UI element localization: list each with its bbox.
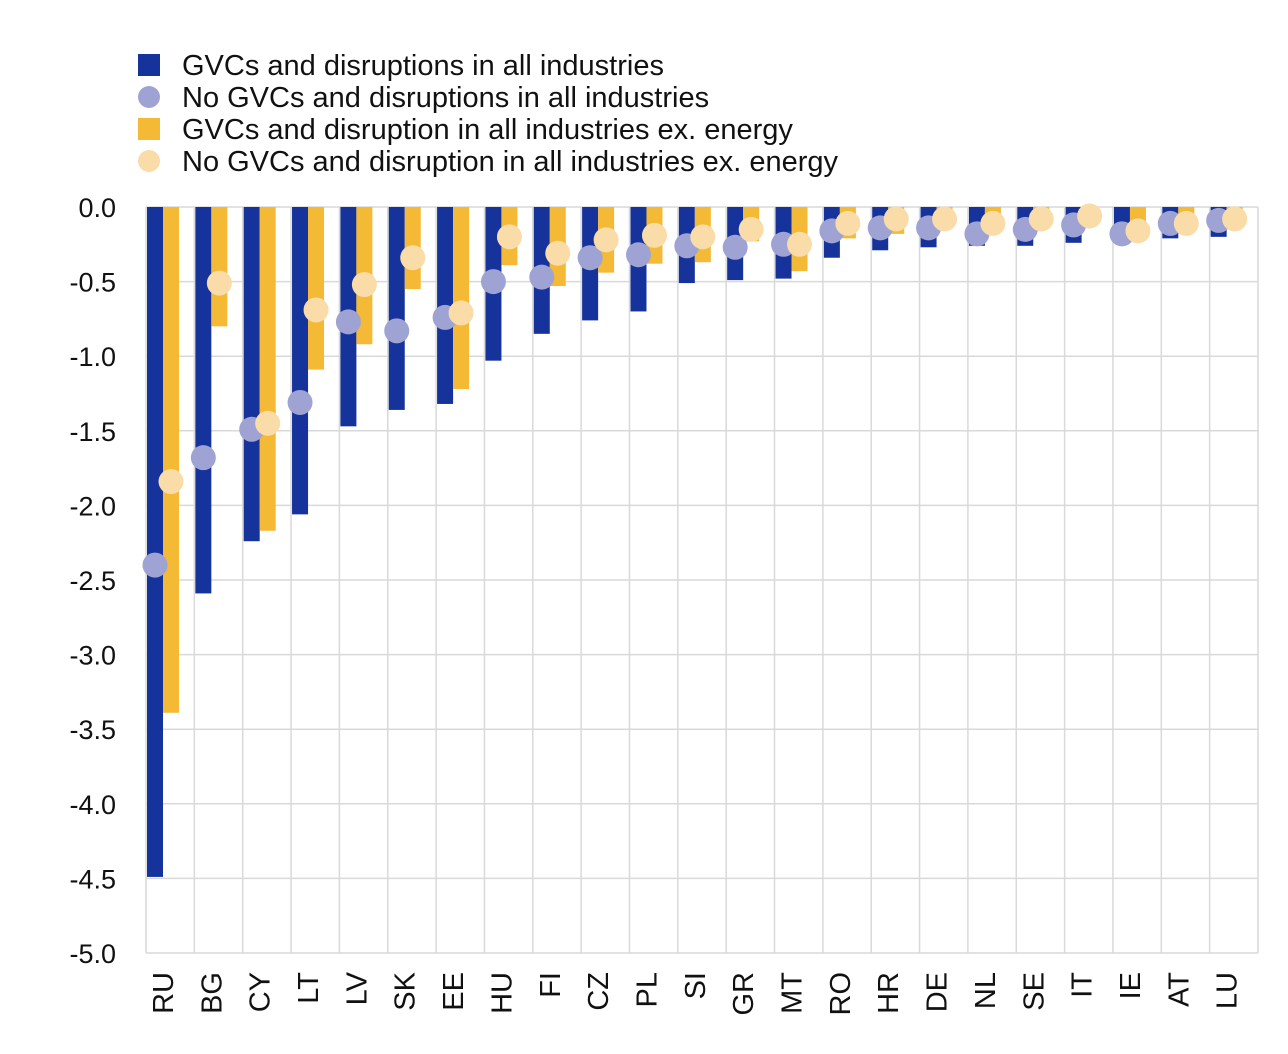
dot-nogvc-exenergy-CY (255, 410, 281, 436)
dot-nogvc-all-PL (625, 242, 651, 268)
dot-nogvc-exenergy-EE (448, 300, 474, 326)
dot-nogvc-exenergy-RU (158, 469, 184, 495)
dot-nogvc-exenergy-SI (690, 224, 716, 250)
legend-label-gvc-exenergy: GVCs and disruption in all industries ex… (182, 114, 793, 146)
x-category-label: SI (680, 972, 712, 999)
dot-nogvc-exenergy-HR (883, 206, 909, 232)
x-category-label: HR (873, 972, 905, 1014)
dot-nogvc-exenergy-AT (1173, 210, 1199, 236)
dot-nogvc-exenergy-CZ (593, 227, 619, 253)
dot-nogvc-all-RU (142, 552, 168, 578)
dot-nogvc-exenergy-FI (545, 240, 571, 266)
bar-gvc-exenergy-RU (163, 207, 179, 713)
y-tick-label: 0.0 (78, 193, 116, 223)
dot-nogvc-exenergy-IT (1077, 203, 1103, 229)
legend-swatch-nogvc-exenergy (138, 150, 160, 172)
x-category-label: BG (196, 972, 228, 1014)
dot-nogvc-exenergy-SK (400, 245, 426, 271)
dot-nogvc-exenergy-RO (835, 210, 861, 236)
x-category-label: NL (970, 972, 1002, 1009)
bar-gvc-all-CY (243, 207, 260, 542)
dot-nogvc-all-BG (190, 445, 216, 471)
x-axis-category-labels: RU BG CY LT LV SK EE HU FI CZ PL SI GR MT RO HR DE NL SE IT… (148, 971, 1244, 1015)
dot-nogvc-exenergy-BG (206, 270, 232, 296)
dot-nogvc-exenergy-NL (980, 210, 1006, 236)
dots (142, 203, 1248, 578)
y-tick-label: -0.5 (69, 268, 116, 298)
legend-label-gvc-all: GVCs and disruptions in all industries (182, 50, 664, 82)
dot-nogvc-exenergy-IE (1125, 218, 1151, 244)
x-category-label: SE (1018, 972, 1050, 1011)
y-tick-label: -4.5 (69, 864, 116, 894)
y-tick-label: -5.0 (69, 939, 116, 969)
x-category-label: IE (1115, 972, 1147, 999)
legend-swatch-gvc-all (138, 54, 160, 76)
dot-nogvc-all-LV (335, 309, 361, 335)
bar-gvc-exenergy-CY (259, 207, 276, 531)
x-category-label: LU (1212, 972, 1244, 1009)
y-tick-label: -1.5 (69, 417, 116, 447)
dot-nogvc-exenergy-SE (1028, 206, 1054, 232)
x-category-label: PL (631, 972, 663, 1007)
dot-nogvc-exenergy-DE (932, 206, 958, 232)
x-category-label: HU (486, 972, 518, 1014)
x-category-label: RU (148, 972, 180, 1014)
legend-label-nogvc-all: No GVCs and disruptions in all industrie… (182, 82, 710, 114)
bar-gvc-all-SK (388, 207, 405, 410)
dot-nogvc-exenergy-LV (351, 272, 377, 298)
dot-nogvc-exenergy-LU (1222, 206, 1248, 232)
dot-nogvc-exenergy-MT (787, 231, 813, 257)
dot-nogvc-all-SK (384, 318, 410, 344)
x-category-label: AT (1163, 972, 1195, 1007)
x-category-label: CY (245, 972, 277, 1012)
y-axis-tick-labels: 0.0 -0.5 -1.0 -1.5 -2.0 -2.5 -3.0 -3.5 -4.0 -4.5 -… (69, 193, 116, 969)
y-tick-label: -1.0 (69, 342, 116, 372)
y-tick-label: -2.5 (69, 566, 116, 596)
bar-gvc-all-LT (292, 207, 309, 515)
bar-gvc-exenergy-EE (453, 207, 470, 390)
x-category-label: IT (1067, 972, 1099, 998)
dot-nogvc-all-CZ (577, 245, 603, 271)
dot-nogvc-all-HU (480, 269, 506, 295)
x-category-label: EE (438, 972, 470, 1011)
x-category-label: CZ (583, 972, 615, 1011)
dot-nogvc-exenergy-LT (303, 297, 329, 323)
dot-nogvc-exenergy-GR (738, 216, 764, 242)
dot-nogvc-all-LT (287, 389, 313, 415)
bar-gvc-all-BG (195, 207, 212, 594)
y-tick-label: -3.5 (69, 715, 116, 745)
x-category-label: LV (341, 971, 373, 1005)
x-category-label: LT (293, 972, 325, 1004)
dot-nogvc-all-GR (722, 234, 748, 260)
legend-label-nogvc-exenergy: No GVCs and disruption in all industries… (182, 146, 839, 178)
dot-nogvc-exenergy-PL (641, 222, 667, 248)
dot-nogvc-all-FI (529, 264, 555, 290)
bar-gvc-all-RU (147, 207, 163, 877)
legend-swatch-gvc-exenergy (138, 118, 160, 140)
x-category-label: SK (390, 971, 422, 1010)
x-category-label: GR (728, 972, 760, 1016)
dot-nogvc-exenergy-HU (496, 224, 522, 250)
legend-swatch-nogvc-all (138, 86, 160, 108)
y-tick-label: -3.0 (69, 641, 116, 671)
bar-gvc-exenergy-BG (211, 207, 228, 327)
x-category-label: RO (825, 972, 857, 1016)
grid-lines (145, 206, 1259, 954)
y-tick-label: -4.0 (69, 790, 116, 820)
x-category-label: MT (777, 972, 809, 1014)
y-tick-label: -2.0 (69, 491, 116, 521)
x-category-label: FI (535, 972, 567, 998)
bar-gvc-exenergy-LT (308, 207, 325, 370)
x-category-label: DE (922, 972, 954, 1012)
